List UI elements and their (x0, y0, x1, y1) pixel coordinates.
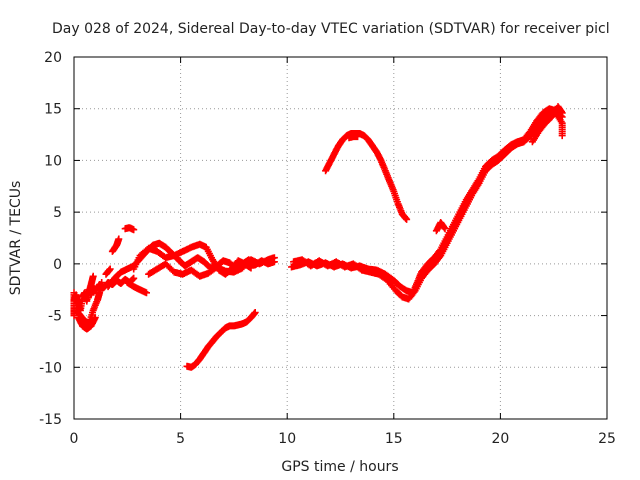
x-tick-label: 20 (491, 431, 509, 447)
series-SDTVAR-b (183, 309, 259, 371)
y-tick-label: 0 (53, 257, 62, 273)
x-tick-label: 0 (70, 431, 79, 447)
y-tick-label: 15 (44, 102, 62, 118)
y-axis-label: SDTVAR / TECUs (8, 181, 24, 296)
y-tick-label: -10 (39, 360, 62, 376)
plus-markers-SDTVAR-d (322, 130, 411, 223)
plus-markers-SDTVAR-c (288, 103, 566, 303)
data-points (70, 103, 566, 371)
x-tick-label: 5 (176, 431, 185, 447)
y-tick-label: 5 (53, 205, 62, 221)
y-tick-label: -5 (48, 309, 62, 325)
x-tick-label: 25 (598, 431, 616, 447)
y-tick-labels: -15 -10 -5 0 5 10 15 20 (39, 50, 62, 428)
x-tick-label: 15 (385, 431, 403, 447)
plus-markers-SDTVAR-b (183, 309, 259, 371)
x-tick-labels: 0 5 10 15 20 25 (70, 431, 616, 447)
plus-markers-SDTVAR-a (70, 224, 278, 333)
y-tick-label: 10 (44, 153, 62, 169)
y-tick-label: -15 (39, 412, 62, 428)
chart-title: Day 028 of 2024, Sidereal Day-to-day VTE… (52, 21, 610, 37)
series-SDTVAR-c (288, 103, 566, 303)
y-tick-label: 20 (44, 50, 62, 66)
series-SDTVAR-a (70, 224, 278, 333)
plot-area-frame (73, 56, 608, 420)
x-axis-label: GPS time / hours (281, 459, 398, 475)
series-SDTVAR-d (322, 130, 411, 223)
x-tick-label: 10 (278, 431, 296, 447)
